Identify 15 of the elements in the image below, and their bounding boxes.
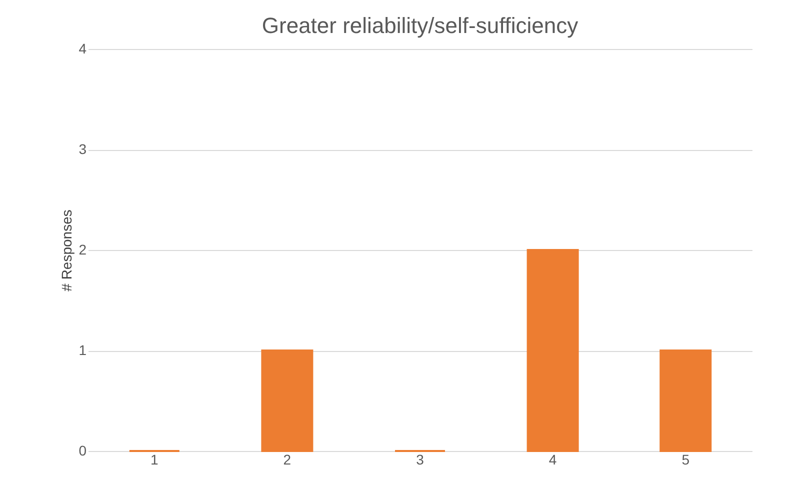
- y-tick-label: 3: [78, 141, 87, 157]
- y-tick-label: 2: [78, 242, 87, 258]
- x-tick-label: 1: [150, 452, 158, 468]
- y-tick-label: 1: [78, 342, 87, 358]
- y-tick-label: 4: [78, 40, 87, 56]
- x-tick-label: 5: [682, 452, 690, 468]
- bar: [261, 350, 314, 452]
- x-tick-label: 3: [416, 452, 424, 468]
- y-axis-title: # Responses: [58, 210, 75, 292]
- x-tick-label: 2: [283, 452, 292, 468]
- bar: [526, 249, 579, 452]
- x-tick-label: 4: [548, 452, 557, 468]
- y-tick-label: 0: [78, 442, 87, 458]
- bar: [660, 350, 712, 452]
- chart-title: Greater reliability/self-sufficiency: [262, 13, 578, 38]
